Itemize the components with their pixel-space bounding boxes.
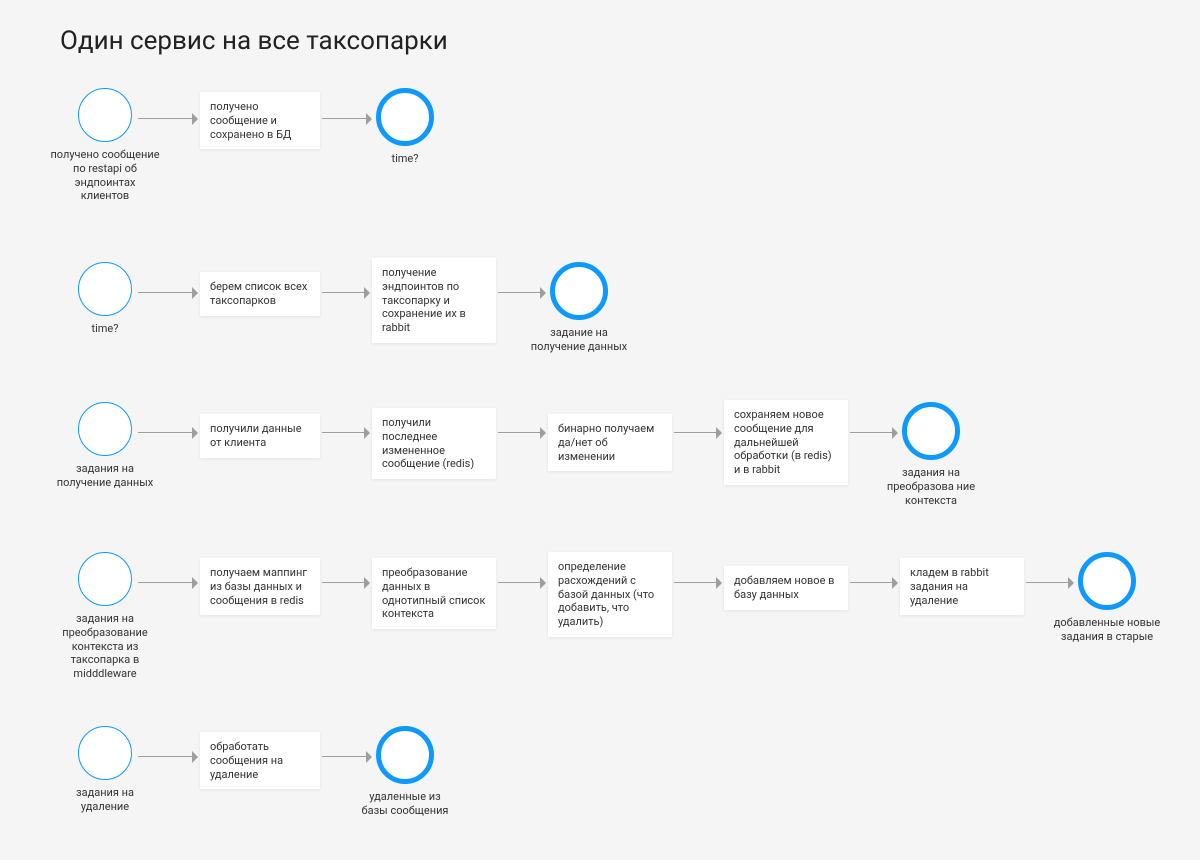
start-circle-node: задания на получение данных xyxy=(50,402,160,490)
arrow xyxy=(674,432,716,433)
node-label: задания на преобразование контекста из т… xyxy=(45,612,165,681)
process-box: получение эндпоинтов по таксопарку и сох… xyxy=(372,258,496,343)
start-circle-node: задания на удаление xyxy=(55,726,155,814)
process-box: обработать сообщения на удаление xyxy=(200,732,320,789)
process-box: кладем в rabbit задания на удаление xyxy=(900,558,1024,615)
arrow xyxy=(138,118,192,119)
node-label: удаленные из базы сообщения xyxy=(355,790,455,818)
arrow xyxy=(498,432,540,433)
arrow-head-icon xyxy=(364,577,370,589)
node-label: time? xyxy=(75,322,135,336)
circle-icon xyxy=(78,88,132,142)
arrow xyxy=(498,582,540,583)
arrow xyxy=(322,292,364,293)
arrow xyxy=(138,756,192,757)
node-label: получено сообщение по restapi об эндпоин… xyxy=(50,148,160,203)
circle-icon xyxy=(376,726,434,784)
arrow-head-icon xyxy=(364,287,370,299)
arrow-head-icon xyxy=(540,577,546,589)
arrow xyxy=(322,118,366,119)
circle-icon xyxy=(902,402,960,460)
process-box: бинарно получаем да/нет об изменении xyxy=(548,414,672,471)
process-box: получили данные от клиента xyxy=(200,414,320,458)
arrow-head-icon xyxy=(192,287,198,299)
end-circle-node: удаленные из базы сообщения xyxy=(355,726,455,818)
arrow xyxy=(322,432,364,433)
arrow-head-icon xyxy=(892,427,898,439)
end-circle-node: задания на преобразова ние контекста xyxy=(876,402,986,507)
process-box: сохраняем новое сообщение для дальнейшей… xyxy=(724,400,848,485)
process-box: определение расхождений с базой данных (… xyxy=(548,552,672,637)
circle-icon xyxy=(78,726,132,780)
process-box: получаем маппинг из базы данных и сообще… xyxy=(200,558,320,615)
arrow-head-icon xyxy=(192,577,198,589)
arrow-head-icon xyxy=(366,751,372,763)
circle-icon xyxy=(1078,552,1136,610)
arrow-head-icon xyxy=(892,577,898,589)
circle-icon xyxy=(376,88,434,146)
node-label: задание на получение данных xyxy=(529,326,629,354)
arrow-head-icon xyxy=(540,427,546,439)
process-box: добавляем новое в базу данных xyxy=(724,566,848,610)
arrow-head-icon xyxy=(192,427,198,439)
node-label: добавленные новые задания в старые xyxy=(1052,616,1162,644)
arrow-head-icon xyxy=(716,427,722,439)
arrow xyxy=(850,432,892,433)
node-label: задания на получение данных xyxy=(50,462,160,490)
end-circle-node: задание на получение данных xyxy=(529,262,629,354)
arrow-head-icon xyxy=(192,113,198,125)
arrow-head-icon xyxy=(192,751,198,763)
node-label: задания на удаление xyxy=(55,786,155,814)
end-circle-node: time? xyxy=(375,88,435,166)
process-box: преобразование данных в однотипный списо… xyxy=(372,558,496,629)
arrow xyxy=(322,582,364,583)
arrow xyxy=(138,582,192,583)
arrow xyxy=(138,292,192,293)
arrow xyxy=(674,582,716,583)
process-box: получили последнее измененное сообщение … xyxy=(372,408,496,479)
start-circle-node: получено сообщение по restapi об эндпоин… xyxy=(50,88,160,203)
start-circle-node: задания на преобразование контекста из т… xyxy=(45,552,165,681)
arrow xyxy=(850,582,892,583)
arrow-head-icon xyxy=(540,287,546,299)
circle-icon xyxy=(78,402,132,456)
node-label: time? xyxy=(375,152,435,166)
arrow xyxy=(1026,582,1068,583)
circle-icon xyxy=(78,262,132,316)
arrow xyxy=(138,432,192,433)
arrow xyxy=(322,756,366,757)
node-label: задания на преобразова ние контекста xyxy=(876,466,986,507)
arrow-head-icon xyxy=(364,427,370,439)
arrow-head-icon xyxy=(716,577,722,589)
arrow-head-icon xyxy=(1068,577,1074,589)
arrow-head-icon xyxy=(366,113,372,125)
process-box: берем список всех таксопарков xyxy=(200,272,320,316)
process-box: получено сообщение и сохранено в БД xyxy=(200,92,320,149)
end-circle-node: добавленные новые задания в старые xyxy=(1052,552,1162,644)
circle-icon xyxy=(78,552,132,606)
start-circle-node: time? xyxy=(75,262,135,336)
arrow xyxy=(498,292,540,293)
diagram-title: Один сервис на все таксопарки xyxy=(60,26,448,56)
circle-icon xyxy=(550,262,608,320)
